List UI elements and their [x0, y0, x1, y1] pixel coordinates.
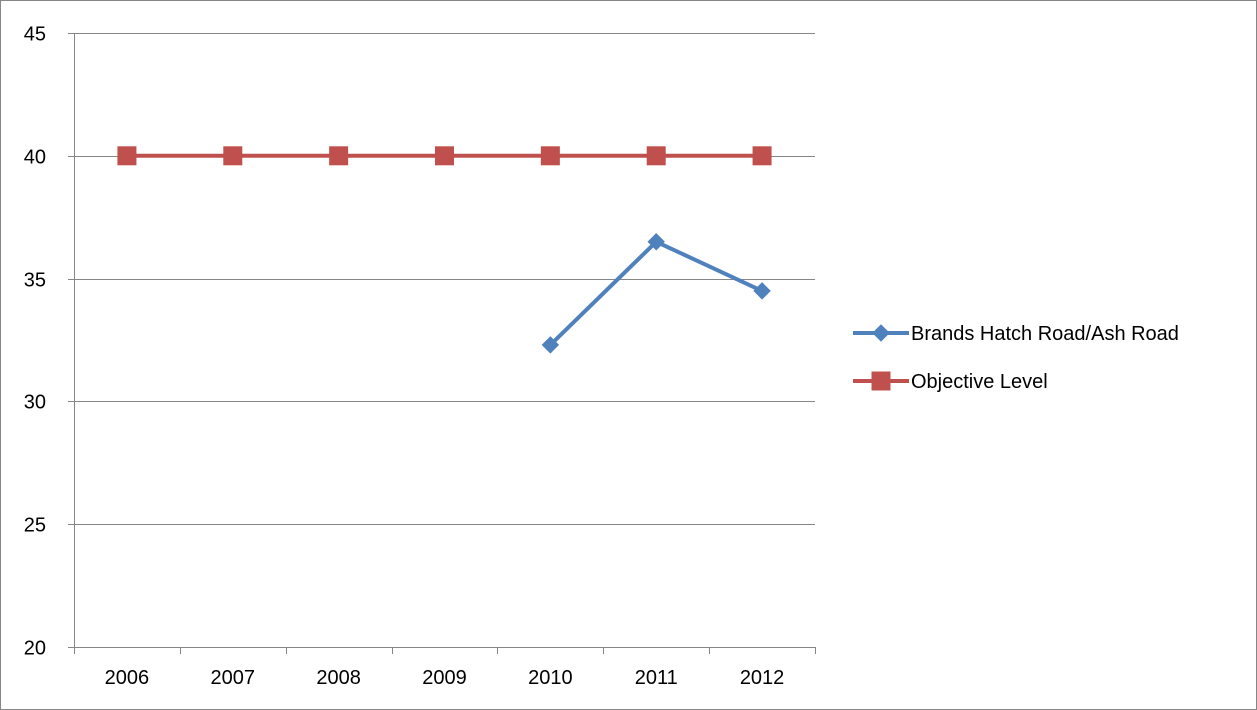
data-point — [329, 146, 349, 166]
data-point — [540, 146, 560, 166]
legend: Brands Hatch Road/Ash Road Objective Leve… — [853, 323, 1179, 393]
y-tick-label: 45 — [24, 24, 46, 46]
y-tick-label: 20 — [24, 638, 46, 660]
data-point — [752, 146, 772, 166]
x-tick-label: 2008 — [316, 667, 361, 689]
data-point — [117, 146, 137, 166]
series — [117, 146, 772, 354]
legend-swatch-marker — [872, 324, 890, 342]
series-1 — [117, 146, 772, 166]
y-tick-label: 35 — [24, 270, 46, 292]
series-0 — [541, 233, 771, 354]
data-point — [646, 146, 666, 166]
legend-item: Brands Hatch Road/Ash Road — [853, 323, 1179, 345]
axes: 20 25 30 35 40 45 2006 2007 2008 2009 2010 2011 2012 — [24, 24, 816, 689]
data-point — [647, 233, 665, 251]
y-tick-label: 30 — [24, 392, 46, 414]
x-tick-label: 2006 — [105, 667, 150, 689]
legend-item: Objective Level — [853, 371, 1048, 393]
data-point — [753, 282, 771, 300]
data-point — [223, 146, 243, 166]
legend-label: Objective Level — [911, 371, 1048, 393]
data-point — [541, 336, 560, 354]
x-tick-label: 2011 — [635, 667, 678, 689]
x-tick-label: 2012 — [740, 667, 785, 689]
x-tick-label: 2010 — [528, 667, 573, 689]
legend-label: Brands Hatch Road/Ash Road — [911, 323, 1179, 345]
y-tick-label: 25 — [24, 515, 46, 537]
y-tick-label: 40 — [24, 147, 46, 169]
x-tick-label: 2007 — [211, 667, 256, 689]
x-tick-label: 2009 — [422, 667, 467, 689]
data-point — [435, 146, 454, 166]
legend-swatch-marker — [871, 371, 891, 391]
